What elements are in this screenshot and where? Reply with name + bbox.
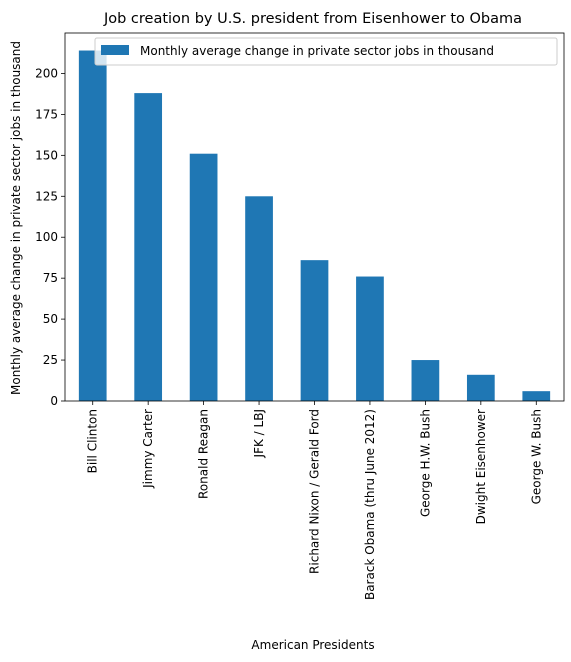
y-tick-label: 0: [50, 394, 58, 408]
bar: [356, 276, 384, 401]
bar: [189, 153, 218, 401]
y-tick-label: 100: [35, 230, 58, 244]
x-tick-label: Bill Clinton: [86, 409, 100, 473]
bar: [78, 50, 107, 402]
x-tick-label: George H.W. Bush: [418, 409, 432, 517]
x-tick-label: JFK / LBJ: [252, 409, 266, 458]
x-axis-title: American Presidents: [251, 638, 374, 652]
legend-swatch: [101, 45, 129, 55]
legend: Monthly average change in private sector…: [94, 37, 558, 66]
x-tick-label: Jimmy Carter: [141, 409, 155, 489]
y-tick-label: 175: [35, 107, 58, 121]
bar: [134, 93, 163, 401]
x-tick-label: Ronald Reagan: [197, 409, 211, 499]
x-tick-label: Richard Nixon / Gerald Ford: [308, 409, 322, 574]
x-tick-label: Dwight Eisenhower: [474, 409, 488, 524]
chart-title: Job creation by U.S. president from Eise…: [103, 11, 522, 27]
y-axis: 0 25 50 75 100 125 150 175 200: [35, 66, 65, 408]
bar: [245, 196, 273, 401]
bars-group: [78, 50, 551, 402]
plot-frame: [64, 32, 565, 402]
x-tick-label: George W. Bush: [529, 409, 543, 504]
y-tick-label: 125: [35, 189, 58, 203]
y-tick-label: 25: [43, 353, 58, 367]
y-tick-label: 50: [43, 312, 58, 326]
y-axis-title: Monthly average change in private sector…: [9, 41, 23, 395]
bar: [300, 260, 329, 401]
bar: [466, 374, 495, 401]
y-tick-label: 150: [35, 148, 58, 162]
x-tick-label: Barack Obama (thru June 2012): [363, 409, 377, 600]
y-tick-label: 75: [43, 271, 58, 285]
y-tick-label: 200: [35, 66, 58, 80]
legend-label: Monthly average change in private sector…: [140, 44, 494, 58]
legend-box: [94, 37, 558, 66]
bar: [522, 391, 551, 401]
x-axis: Bill Clinton Jimmy Carter Ronald Reagan JFK…: [86, 401, 543, 600]
bar: [411, 360, 440, 401]
